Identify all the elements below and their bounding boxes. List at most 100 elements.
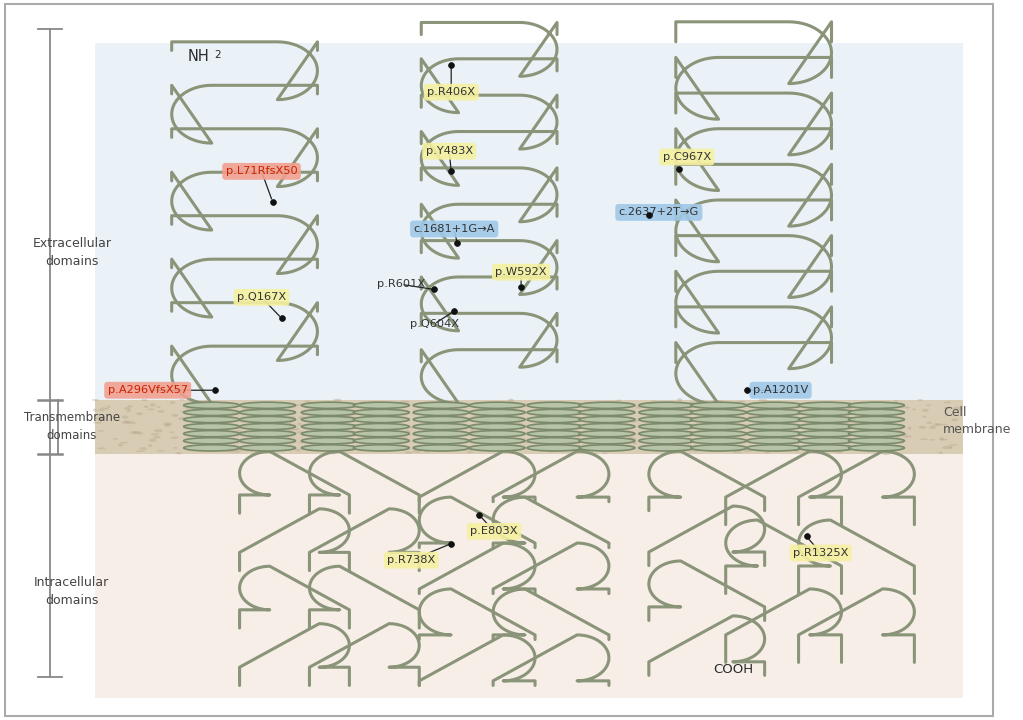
Ellipse shape <box>677 398 682 402</box>
Ellipse shape <box>579 445 635 451</box>
Ellipse shape <box>847 438 854 441</box>
Ellipse shape <box>930 439 935 441</box>
Ellipse shape <box>300 412 304 413</box>
Ellipse shape <box>793 426 799 428</box>
Ellipse shape <box>623 423 628 427</box>
Ellipse shape <box>234 427 240 428</box>
Ellipse shape <box>806 445 811 447</box>
Ellipse shape <box>254 437 261 439</box>
Text: Extracellular
domains: Extracellular domains <box>33 236 112 268</box>
Ellipse shape <box>848 416 904 423</box>
Ellipse shape <box>527 409 583 415</box>
Ellipse shape <box>752 425 757 428</box>
Ellipse shape <box>235 451 239 454</box>
Ellipse shape <box>330 426 335 429</box>
Ellipse shape <box>614 401 619 404</box>
Ellipse shape <box>353 402 409 408</box>
Ellipse shape <box>787 448 793 451</box>
Ellipse shape <box>596 402 602 405</box>
Ellipse shape <box>579 416 635 423</box>
Ellipse shape <box>258 445 268 446</box>
Ellipse shape <box>127 421 136 424</box>
Ellipse shape <box>137 431 143 435</box>
Ellipse shape <box>297 423 302 426</box>
Ellipse shape <box>562 428 571 430</box>
Ellipse shape <box>789 414 794 416</box>
Ellipse shape <box>233 418 237 421</box>
Ellipse shape <box>165 423 171 427</box>
Ellipse shape <box>691 416 747 423</box>
Ellipse shape <box>192 418 201 420</box>
Ellipse shape <box>561 431 567 433</box>
Ellipse shape <box>351 426 358 429</box>
Ellipse shape <box>470 416 525 423</box>
Ellipse shape <box>302 438 357 444</box>
Ellipse shape <box>672 439 681 441</box>
Ellipse shape <box>565 418 574 420</box>
Ellipse shape <box>228 449 235 453</box>
Text: p.R406X: p.R406X <box>428 87 476 97</box>
Ellipse shape <box>263 427 267 429</box>
Ellipse shape <box>400 400 409 403</box>
Ellipse shape <box>788 415 793 417</box>
Ellipse shape <box>845 405 854 408</box>
Ellipse shape <box>122 415 129 419</box>
Ellipse shape <box>302 445 357 451</box>
Text: Intracellular
domains: Intracellular domains <box>34 576 109 608</box>
Ellipse shape <box>620 434 624 438</box>
Ellipse shape <box>747 423 803 430</box>
Ellipse shape <box>918 399 923 401</box>
Ellipse shape <box>536 410 544 412</box>
Ellipse shape <box>534 409 540 410</box>
Ellipse shape <box>353 431 409 437</box>
Ellipse shape <box>952 407 963 410</box>
Ellipse shape <box>936 423 941 426</box>
Ellipse shape <box>413 431 470 437</box>
Ellipse shape <box>667 414 675 417</box>
Ellipse shape <box>747 402 803 408</box>
Ellipse shape <box>696 413 705 415</box>
Ellipse shape <box>757 411 764 415</box>
Ellipse shape <box>848 402 904 408</box>
Ellipse shape <box>527 416 583 423</box>
Ellipse shape <box>780 440 787 443</box>
Ellipse shape <box>668 421 675 425</box>
Ellipse shape <box>275 428 285 430</box>
Ellipse shape <box>469 449 474 451</box>
Ellipse shape <box>501 415 506 418</box>
Ellipse shape <box>382 408 390 410</box>
Ellipse shape <box>415 426 421 429</box>
Ellipse shape <box>413 402 470 408</box>
Ellipse shape <box>302 409 357 415</box>
Ellipse shape <box>335 417 339 419</box>
Ellipse shape <box>747 438 803 444</box>
Ellipse shape <box>100 416 105 418</box>
Text: p.L71RfsX50: p.L71RfsX50 <box>226 166 298 176</box>
Ellipse shape <box>185 408 195 409</box>
Ellipse shape <box>923 415 927 418</box>
Ellipse shape <box>484 433 492 436</box>
Ellipse shape <box>446 422 452 424</box>
Ellipse shape <box>501 425 506 427</box>
Ellipse shape <box>942 446 951 449</box>
Ellipse shape <box>685 408 694 410</box>
Ellipse shape <box>565 438 574 439</box>
Ellipse shape <box>896 428 903 429</box>
Ellipse shape <box>225 426 233 429</box>
Ellipse shape <box>748 415 755 419</box>
Ellipse shape <box>302 423 357 430</box>
Ellipse shape <box>751 410 756 414</box>
Ellipse shape <box>563 439 569 442</box>
Ellipse shape <box>850 403 857 407</box>
Ellipse shape <box>133 431 140 434</box>
Ellipse shape <box>608 418 614 419</box>
Ellipse shape <box>826 429 835 433</box>
Ellipse shape <box>184 431 239 437</box>
Ellipse shape <box>737 401 746 402</box>
Ellipse shape <box>933 423 940 426</box>
Ellipse shape <box>651 436 658 440</box>
Ellipse shape <box>538 448 546 451</box>
Ellipse shape <box>939 437 944 441</box>
Ellipse shape <box>562 408 571 410</box>
Ellipse shape <box>203 441 210 442</box>
